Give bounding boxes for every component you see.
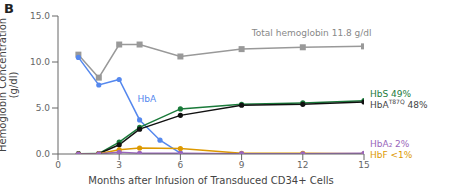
svg-text:Hemoglobin Concentration(g/dl): Hemoglobin Concentration(g/dl)	[8, 18, 19, 152]
svg-text:HbF <1%: HbF <1%	[370, 150, 413, 160]
svg-text:15: 15	[358, 160, 369, 170]
svg-text:Months after Infusion of Trans: Months after Infusion of Transduced CD34…	[88, 175, 333, 186]
svg-text:HbA₂ 2%: HbA₂ 2%	[370, 139, 410, 149]
svg-text:HbA: HbA	[138, 94, 157, 104]
svg-text:0.0: 0.0	[36, 149, 51, 159]
svg-text:9: 9	[239, 160, 245, 170]
svg-text:Total hemoglobin 11.8 g/dl: Total hemoglobin 11.8 g/dl	[251, 28, 372, 38]
svg-text:10.0: 10.0	[30, 57, 50, 67]
svg-text:B: B	[8, 1, 14, 16]
svg-text:5.0: 5.0	[36, 103, 51, 113]
svg-text:HbS 49%: HbS 49%	[370, 89, 412, 99]
svg-text:15.0: 15.0	[30, 11, 50, 21]
svg-text:6: 6	[178, 160, 184, 170]
svg-text:3: 3	[116, 160, 122, 170]
svg-text:HbAT87Q 48%: HbAT87Q 48%	[370, 98, 428, 111]
svg-text:0: 0	[55, 160, 61, 170]
svg-text:12: 12	[297, 160, 308, 170]
